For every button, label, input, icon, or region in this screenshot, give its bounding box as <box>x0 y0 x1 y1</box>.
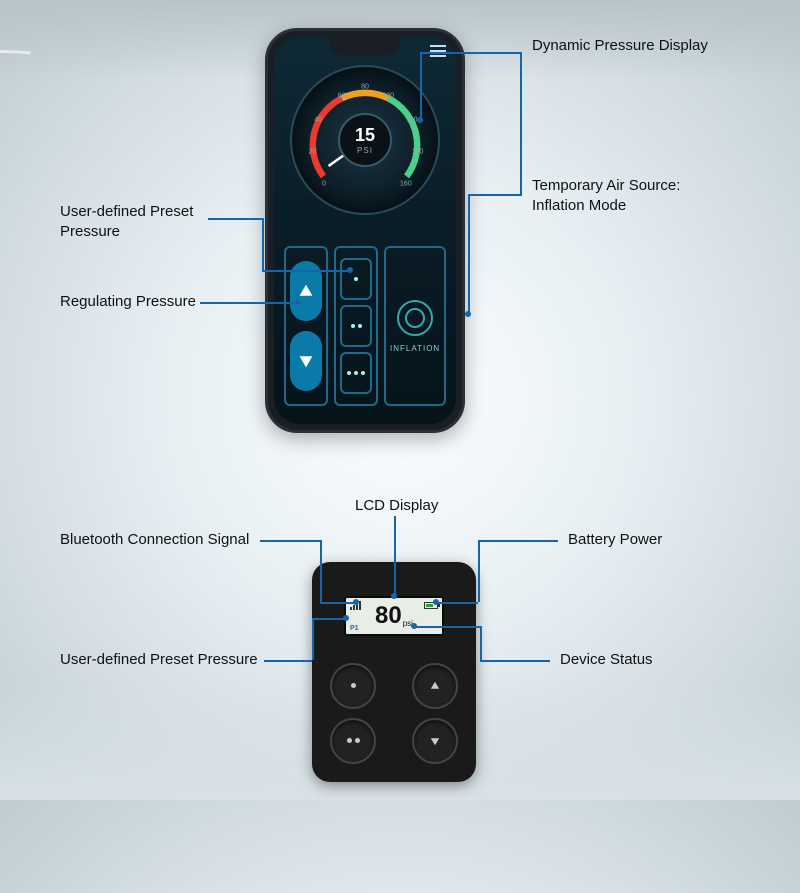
callout-temp-air-l1: Temporary Air Source: <box>532 176 680 196</box>
device-preset-1-button[interactable] <box>330 663 376 709</box>
pressure-down-button[interactable] <box>290 331 322 391</box>
callout-device-status: Device Status <box>560 650 653 670</box>
callout-bt-signal: Bluetooth Connection Signal <box>60 530 249 550</box>
callout-temp-air-l2: Inflation Mode <box>532 196 680 216</box>
preset-1-button[interactable] <box>340 258 372 300</box>
callout-user-preset: User-defined Preset Pressure <box>60 202 193 241</box>
callout-user-preset-l1: User-defined Preset <box>60 202 193 222</box>
triangle-down-icon <box>298 353 314 369</box>
device-up-button[interactable] <box>412 663 458 709</box>
triangle-down-icon <box>428 734 442 748</box>
hamburger-menu-icon[interactable] <box>430 45 446 57</box>
callout-user-preset-l2: Pressure <box>60 222 193 242</box>
triangle-up-icon <box>428 679 442 693</box>
triangle-up-icon <box>298 283 314 299</box>
device-preset-2-button[interactable] <box>330 718 376 764</box>
lcd-value: 80 <box>375 602 402 630</box>
callout-regulating: Regulating Pressure <box>60 292 196 312</box>
callout-dynamic-pressure: Dynamic Pressure Display <box>532 36 708 56</box>
device-down-button[interactable] <box>412 718 458 764</box>
pressure-gauge: 0 20 40 60 80 100 120 140 160 15 PSI <box>290 65 440 215</box>
phone-mockup: 0 20 40 60 80 100 120 140 160 15 PSI <box>265 28 465 433</box>
callout-battery: Battery Power <box>568 530 662 550</box>
preset-indicator: P1 <box>350 625 359 632</box>
inflation-mode-button[interactable]: INFLATION <box>384 246 446 406</box>
lcd-display: P1 80 psi <box>344 596 444 636</box>
preset-2-button[interactable] <box>340 305 372 347</box>
gauge-unit: PSI <box>357 146 373 155</box>
inflation-label: INFLATION <box>390 344 440 353</box>
callout-temp-air: Temporary Air Source: Inflation Mode <box>532 176 680 215</box>
callout-user-preset-2: User-defined Preset Pressure <box>60 650 258 670</box>
gauge-value: 15 <box>355 125 375 146</box>
phone-screen: 0 20 40 60 80 100 120 140 160 15 PSI <box>274 37 456 424</box>
inflation-icon <box>397 300 433 336</box>
callout-lcd: LCD Display <box>355 496 438 516</box>
preset-3-button[interactable] <box>340 352 372 394</box>
